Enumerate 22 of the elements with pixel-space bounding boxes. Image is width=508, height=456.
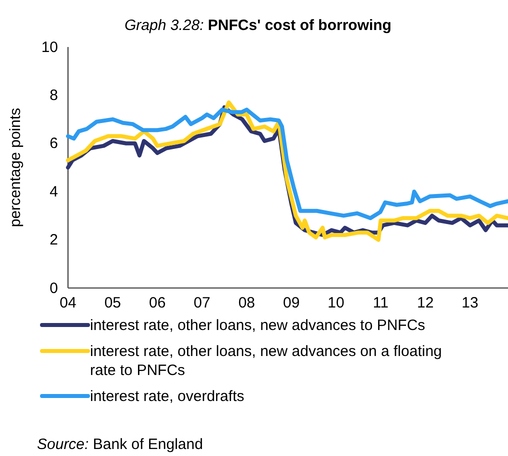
x-tick-label: 12 [417,294,434,312]
x-tick-label: 13 [462,294,478,312]
y-axis-title: percentage points [7,108,24,228]
legend-label: interest rate, other loans, new advances to PNFCs [90,317,426,334]
y-tick-label: 2 [50,232,58,249]
legend-label: interest rate, other loans, new advances on a floating rate to PNFCs [90,343,442,379]
x-tick-label: 05 [104,294,122,312]
x-tick-label: 10 [328,294,344,312]
chart-title: Graph 3.28: PNFCs' cost of borrowing [124,17,392,34]
source-note: Source: Bank of England [37,436,203,453]
x-tick-label: 08 [238,294,256,312]
x-tick-label: 07 [194,294,210,312]
y-tick-label: 4 [50,183,58,200]
y-tick-label: 8 [50,87,58,104]
y-tick-label: 0 [50,280,58,297]
x-tick-label: 04 [60,294,76,312]
x-tick-label: 09 [283,294,300,312]
legend-label: interest rate, overdrafts [90,388,244,405]
y-tick-label: 10 [41,38,58,56]
x-tick-label: 06 [148,294,166,312]
x-tick-label: 11 [372,294,388,312]
y-tick-label: 6 [50,135,58,152]
